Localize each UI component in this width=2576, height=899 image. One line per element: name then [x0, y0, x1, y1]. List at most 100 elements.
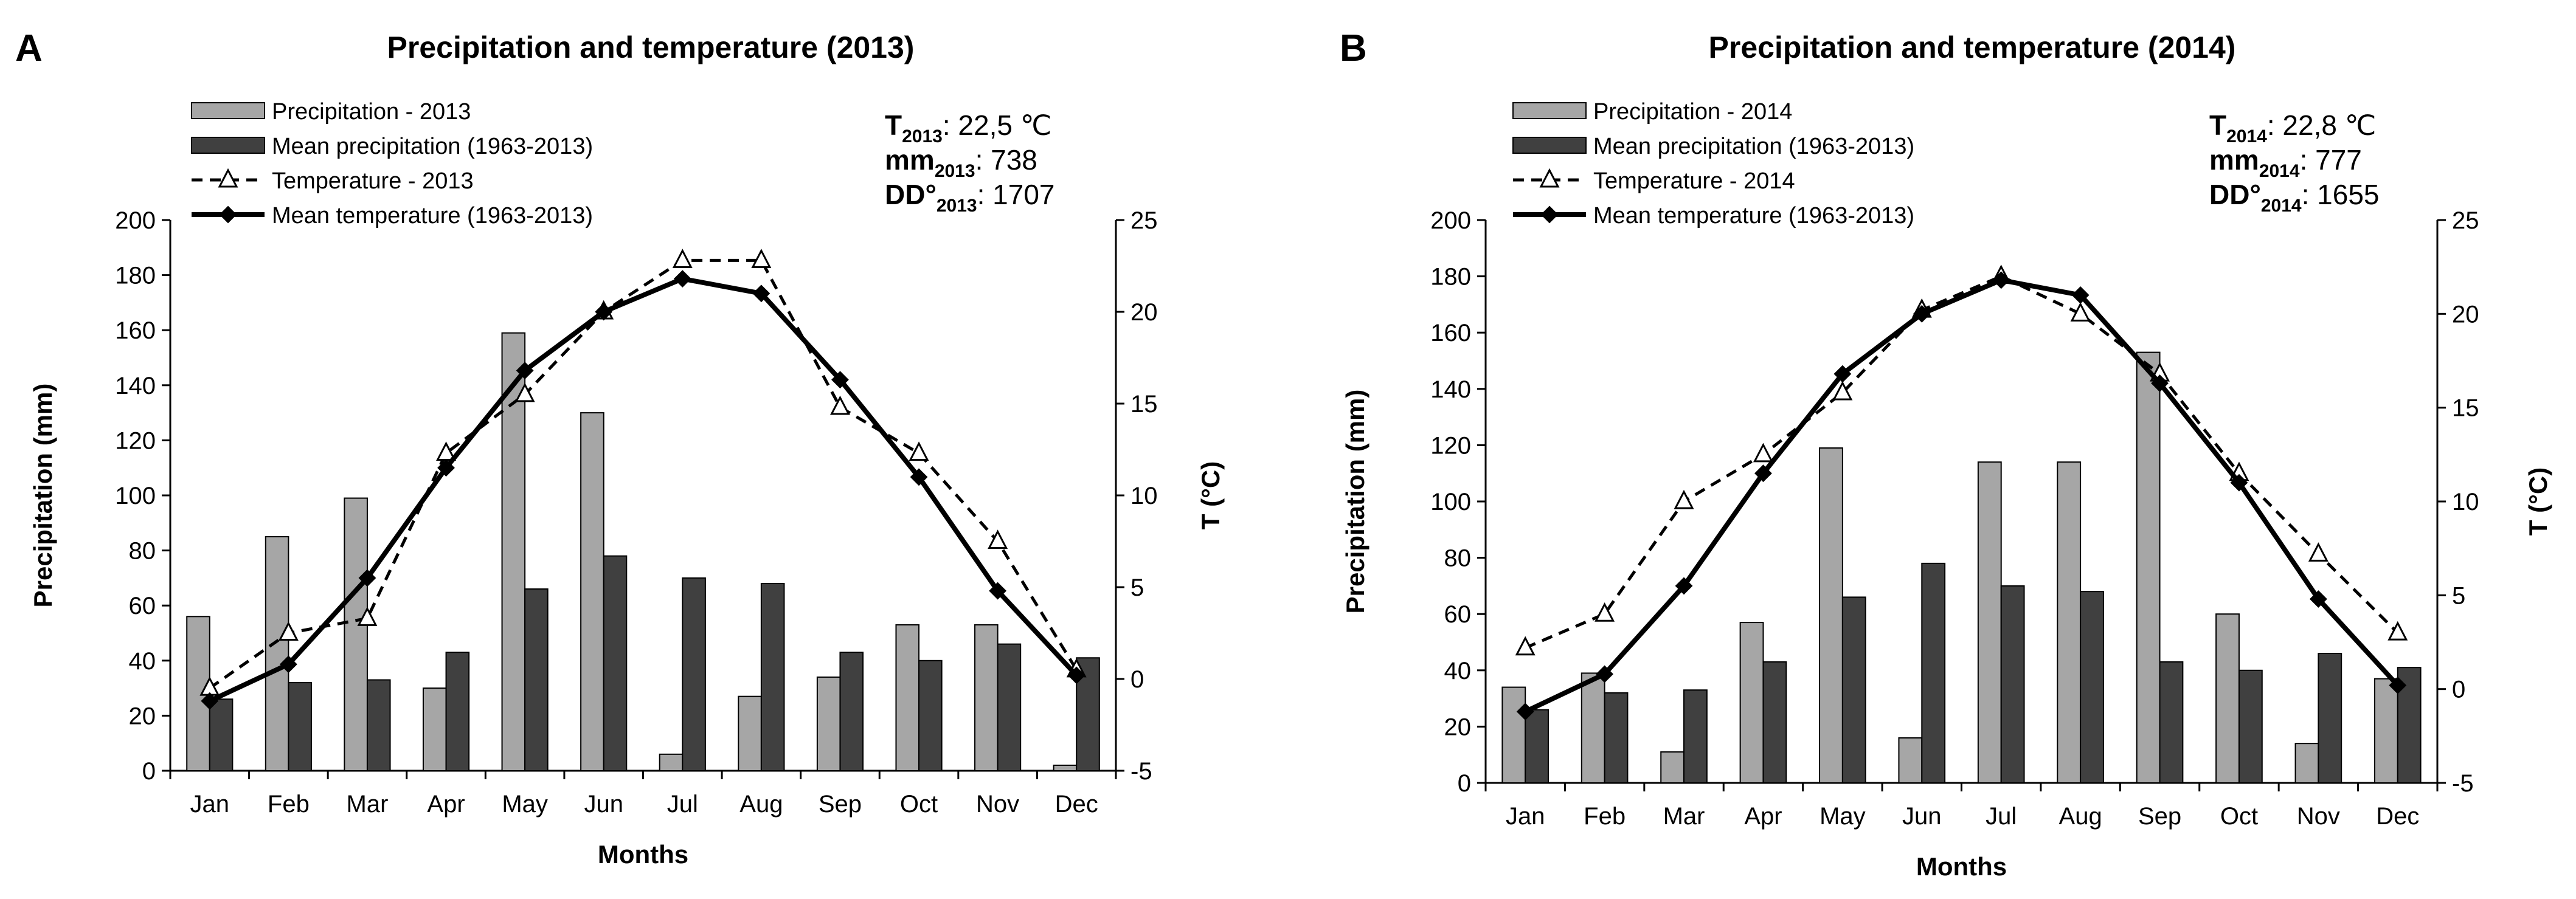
y-tick-label: 20 [129, 703, 156, 729]
x-tick-label: Dec [1055, 791, 1098, 818]
y-tick-label: 20 [1444, 714, 1472, 740]
legend-label: Mean temperature (1963-2013) [272, 203, 593, 229]
precip-year-bar [580, 412, 604, 771]
chart-panel-a: A Precipitation and temperature (2013) 0 20… [15, 27, 1225, 869]
stat-subscript: 2014 [2259, 161, 2300, 181]
temperature-mean-point [1754, 464, 1772, 483]
temperature-year-point [2308, 542, 2328, 562]
y-axis-label: Precipitation (mm) [29, 384, 57, 608]
y-axis-label: Precipitation (mm) [1341, 390, 1369, 614]
precip-year-bar [1977, 461, 2002, 784]
precip-mean-bar [760, 582, 785, 772]
y-tick-label: 160 [115, 317, 156, 344]
y-tick-label: 120 [115, 427, 156, 454]
stat-symbol: DD° [2209, 179, 2261, 210]
precip-year-bar [816, 676, 841, 771]
y-tick-label: 140 [1430, 376, 1471, 403]
x-tick-label: Aug [739, 791, 783, 818]
precip-year-bar [738, 695, 762, 771]
temperature-mean-point [595, 303, 613, 321]
y2-tick-label: 20 [1130, 299, 1158, 326]
precip-mean-bar [445, 652, 470, 771]
x-tick-label: May [502, 791, 548, 818]
temperature-mean-point [673, 270, 691, 288]
stat-symbol: DD° [885, 179, 937, 210]
stat-symbol: mm [2209, 144, 2259, 176]
temperature-year-point [357, 607, 378, 626]
temperature-year-point [829, 395, 850, 415]
stat-subscript: 2014 [2226, 126, 2267, 146]
precip-year-bar [265, 536, 289, 771]
y2-tick-label: -5 [1130, 758, 1152, 785]
stat-symbol: T [2209, 109, 2226, 141]
temperature-year-point [278, 621, 299, 641]
y-tick-label: 100 [115, 483, 156, 509]
chart-b-svg: B Precipitation and temperature (2014) 0 20… [1340, 27, 2552, 881]
precip-mean-bar [682, 577, 706, 772]
y-tick-label: 200 [115, 207, 156, 234]
temperature-mean-point [279, 655, 297, 673]
y2-tick-label: 5 [1130, 574, 1144, 601]
stat-line: T2014: 22,8 ℃ [2209, 109, 2376, 146]
temperature-year-point [1594, 602, 1615, 622]
temperature-year-point [909, 441, 929, 461]
temperature-mean-point [831, 371, 849, 389]
temperature-mean-line [1524, 277, 2400, 714]
temperature-mean-point [2389, 677, 2407, 694]
chart-a-svg: A Precipitation and temperature (2013) 0 20… [15, 27, 1225, 869]
precip-mean-bar [2318, 653, 2342, 784]
temperature-mean-point [2071, 286, 2090, 304]
temperature-year-line [1525, 275, 2399, 650]
y2-axis-label: T (°C) [2524, 467, 2552, 536]
temperature-mean-point [989, 582, 1007, 600]
precip-mean-bar [603, 555, 628, 771]
temperature-year-point [1515, 636, 1536, 656]
precip-mean-bar [839, 652, 864, 771]
x-tick-label: Nov [2297, 803, 2340, 830]
temperature-mean-point [1596, 665, 1614, 683]
temperature-mean-point [1675, 577, 1693, 595]
precip-mean-bar [997, 643, 1022, 771]
stat-value: : 22,8 ℃ [2267, 109, 2377, 141]
precip-mean-bar [1683, 689, 1708, 784]
x-tick-label: Sep [819, 791, 862, 818]
legend-swatch [1512, 102, 1587, 119]
temperature-mean-point [910, 468, 928, 486]
y-tick-label: 0 [1458, 770, 1471, 797]
legend-marker [1540, 205, 1559, 224]
y-tick-label: 60 [129, 593, 156, 619]
stat-line: T2013: 22,5 ℃ [885, 109, 1051, 146]
precip-year-bar [1053, 764, 1078, 771]
stat-value: : 22,5 ℃ [943, 109, 1052, 141]
precip-year-bar [1739, 622, 1764, 784]
temperature-year-point [1674, 489, 1694, 509]
stat-subscript: 2013 [935, 161, 975, 181]
temperature-mean-point [2230, 474, 2248, 492]
precip-mean-bar [2238, 669, 2263, 784]
precip-year-bar [895, 624, 920, 772]
precip-year-bar [2294, 743, 2319, 784]
panel-letter: B [1340, 27, 1367, 69]
legend-label: Temperature - 2013 [272, 168, 474, 194]
temperature-year-line [209, 258, 1078, 690]
temperature-mean-point [437, 459, 455, 477]
precip-mean-bar [2159, 661, 2184, 784]
x-tick-label: Feb [1584, 803, 1626, 830]
x-axis-label: Months [598, 840, 688, 869]
precip-year-bar [1501, 686, 1526, 784]
y-tick-label: 100 [1430, 489, 1471, 515]
x-tick-label: Jun [1902, 803, 1942, 830]
temperature-year-point [2387, 621, 2408, 641]
chart-title: Precipitation and temperature (2013) [387, 30, 915, 64]
precip-year-bar [2057, 461, 2082, 784]
y-tick-label: 0 [142, 758, 156, 785]
y2-tick-label: 25 [1130, 207, 1158, 234]
legend-swatch [1512, 137, 1587, 154]
precip-mean-bar [1921, 562, 1946, 784]
chart-title: Precipitation and temperature (2014) [1709, 30, 2236, 64]
y-tick-label: 140 [115, 373, 156, 399]
stat-value: : 1707 [977, 179, 1055, 210]
precip-mean-bar [524, 588, 549, 772]
x-tick-label: Jun [584, 791, 623, 818]
y2-tick-label: 0 [2452, 677, 2465, 703]
